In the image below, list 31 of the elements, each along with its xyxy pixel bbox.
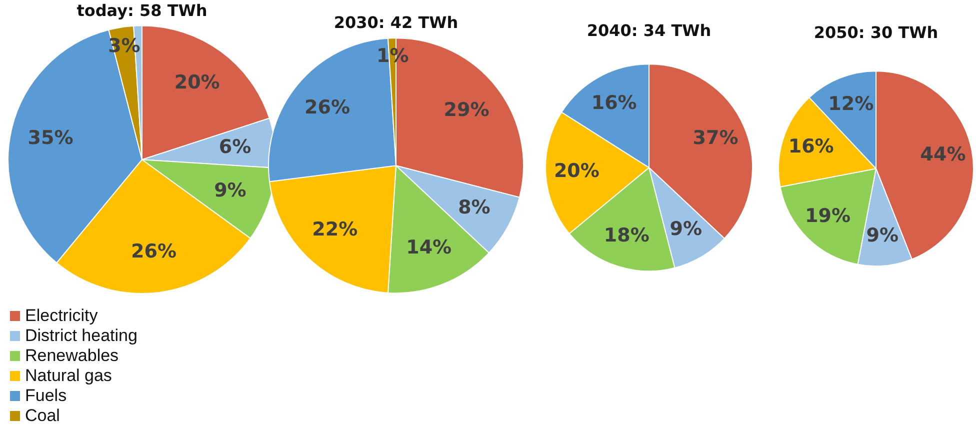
data-label: 20%	[554, 160, 600, 182]
data-label: 9%	[214, 179, 246, 202]
data-label: 19%	[805, 204, 850, 227]
chart-title: 2050: 30 TWh	[814, 22, 938, 42]
data-label: 1%	[376, 45, 409, 68]
legend-label: Coal	[25, 406, 60, 426]
data-label: 9%	[866, 224, 899, 246]
data-label: 14%	[406, 236, 452, 259]
data-label: 16%	[591, 92, 637, 114]
data-label: 12%	[828, 93, 874, 116]
legend-label: District heating	[25, 326, 138, 346]
data-label: 20%	[174, 72, 220, 94]
data-label: 26%	[304, 96, 350, 119]
data-label: 9%	[670, 218, 702, 240]
chart-title: 2030: 42 TWh	[334, 12, 458, 32]
data-label: 37%	[692, 126, 738, 149]
data-label: 44%	[920, 144, 966, 166]
chart-title: today: 58 TWh	[76, 0, 208, 20]
legend-label: Fuels	[25, 386, 67, 406]
data-label: 35%	[28, 127, 74, 150]
chart-title: 2040: 34 TWh	[586, 20, 712, 40]
data-label: 18%	[604, 224, 650, 246]
legend-label: Natural gas	[25, 366, 112, 386]
data-label: 29%	[444, 98, 490, 121]
data-label: 22%	[312, 218, 358, 241]
data-label: 6%	[218, 136, 252, 158]
legend-label: Electricity	[25, 306, 98, 326]
data-label: 26%	[131, 240, 176, 263]
legend-label: Renewables	[25, 346, 119, 366]
data-label: 16%	[788, 135, 834, 158]
data-label: 8%	[458, 196, 490, 219]
